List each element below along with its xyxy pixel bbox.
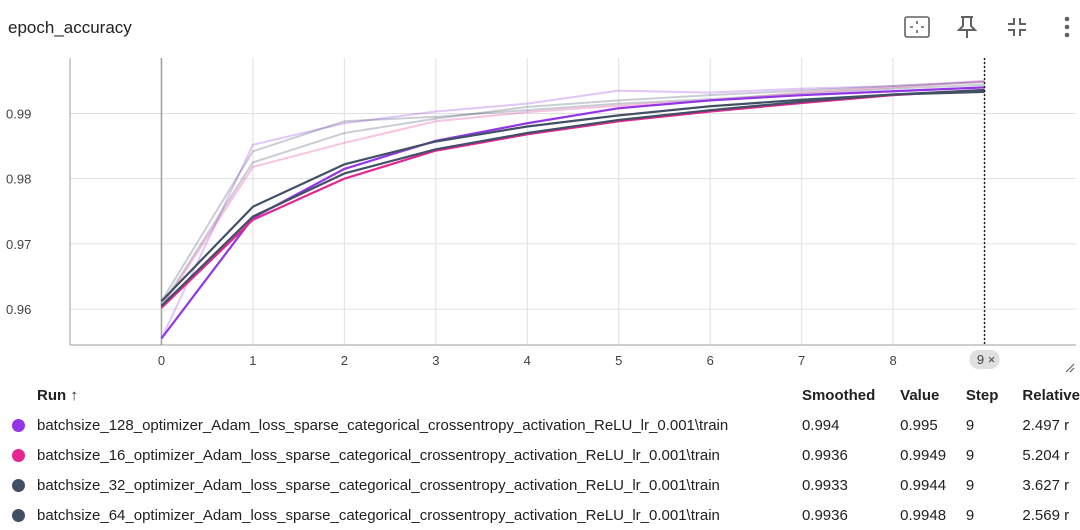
step-value: 9 [965, 416, 975, 434]
more-options-button[interactable] [1052, 12, 1080, 42]
fit-domain-icon [904, 16, 930, 38]
chart-title: epoch_accuracy [8, 18, 132, 37]
run-name: batchsize_32_optimizer_Adam_loss_sparse_… [37, 476, 720, 494]
x-tick-label: 5 [615, 353, 622, 368]
hover-close-icon: × [988, 352, 996, 367]
y-tick-label: 0.97 [6, 237, 31, 252]
chart-axes [69, 58, 1076, 373]
smoothed-value: 0.9936 [801, 446, 848, 464]
value-column-header[interactable]: Value [900, 386, 940, 404]
smoothed-series-line [160, 86, 985, 340]
y-tick-label: 0.96 [6, 302, 31, 317]
raw-value: 0.995 [900, 416, 938, 434]
relative-column-header[interactable]: Relative [1022, 386, 1080, 404]
smoothed-series-line [160, 88, 985, 309]
x-tick-label: 4 [524, 353, 531, 368]
relative-value: 2.497 r [1022, 416, 1070, 434]
smoothed-column-header[interactable]: Smoothed [801, 386, 876, 404]
y-tick-label: 0.98 [6, 172, 31, 187]
x-axis-labels: 0 1 2 3 4 5 6 7 8 [158, 353, 897, 368]
run-name: batchsize_16_optimizer_Adam_loss_sparse_… [37, 446, 720, 464]
raw-value: 0.9949 [900, 446, 947, 464]
run-name: batchsize_128_optimizer_Adam_loss_sparse… [37, 416, 729, 434]
run-name: batchsize_64_optimizer_Adam_loss_sparse_… [37, 506, 720, 524]
fit-domain-button[interactable] [902, 12, 932, 42]
run-column-header[interactable]: Run ↑ [37, 386, 78, 404]
raw-series-line [160, 79, 985, 339]
table-row[interactable]: batchsize_128_optimizer_Adam_loss_sparse… [0, 410, 1080, 440]
table-row[interactable]: batchsize_16_optimizer_Adam_loss_sparse_… [0, 440, 1080, 470]
x-tick-label: 8 [889, 353, 896, 368]
step-value: 9 [965, 476, 975, 494]
raw-value: 0.9944 [900, 476, 947, 494]
relative-value: 3.627 r [1022, 476, 1070, 494]
resize-handle-icon [1065, 363, 1075, 373]
collapse-button[interactable] [1002, 12, 1032, 42]
x-tick-label: 0 [158, 353, 165, 368]
run-color-dot [12, 509, 25, 523]
y-tick-label: 0.99 [6, 106, 31, 121]
y-axis-labels: 0.96 0.97 0.98 0.99 [6, 106, 31, 317]
hover-step-badge [969, 350, 1000, 369]
x-tick-label: 2 [341, 353, 348, 368]
smoothed-value: 0.994 [801, 416, 840, 434]
table-row[interactable]: batchsize_32_optimizer_Adam_loss_sparse_… [0, 470, 1080, 500]
run-color-dot [12, 479, 25, 493]
pin-icon [957, 16, 977, 38]
x-tick-label: 3 [432, 353, 439, 368]
more-vert-icon [1064, 16, 1070, 38]
x-tick-label: 6 [707, 353, 714, 368]
raw-series-line [160, 83, 985, 302]
smoothed-series-lines [160, 86, 985, 340]
x-tick-label: 1 [249, 353, 256, 368]
relative-value: 2.569 r [1022, 506, 1070, 524]
raw-value: 0.9948 [900, 506, 947, 524]
hover-indicator: 9 × [969, 58, 1000, 369]
step-value: 9 [965, 506, 975, 524]
pin-button[interactable] [952, 12, 982, 42]
raw-series-line [160, 81, 985, 307]
run-color-dot [12, 449, 25, 463]
raw-series-lines [160, 79, 985, 339]
step-column-header[interactable]: Step [965, 386, 999, 404]
relative-value: 5.204 r [1022, 446, 1070, 464]
smoothed-series-line [160, 88, 985, 307]
run-color-dot [12, 419, 25, 433]
hover-step-label: 9 [977, 352, 984, 367]
runs-table: Run ↑ Smoothed Value Step Relative batch… [0, 380, 1080, 530]
x-tick-label: 7 [798, 353, 805, 368]
raw-series-line [160, 80, 985, 309]
smoothed-value: 0.9936 [801, 506, 848, 524]
smoothed-value: 0.9933 [801, 476, 848, 494]
smoothed-series-line [160, 90, 985, 303]
collapse-icon [1008, 18, 1026, 36]
table-row[interactable]: batchsize_64_optimizer_Adam_loss_sparse_… [0, 500, 1080, 530]
chart-grid [70, 58, 1076, 345]
step-value: 9 [965, 446, 975, 464]
